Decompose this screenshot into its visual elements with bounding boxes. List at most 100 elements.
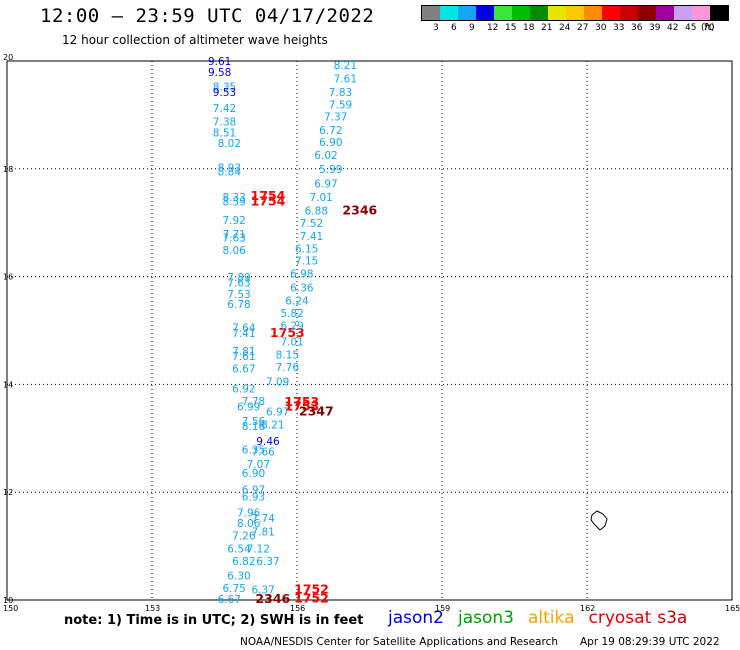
legend-swatch bbox=[566, 6, 584, 20]
wave-height-label: 7.59 bbox=[329, 99, 352, 111]
mission-label: jason3 bbox=[458, 608, 514, 628]
lat-tick-label: 20 bbox=[3, 53, 13, 62]
legend-swatch bbox=[422, 6, 440, 20]
mission-legend: jason2 jason3 altika cryosat s3a bbox=[388, 608, 701, 630]
lon-tick-label: 165 bbox=[725, 604, 740, 613]
wave-height-label: 8.06 bbox=[222, 245, 246, 257]
mission-label: cryosat bbox=[588, 608, 652, 628]
wave-height-label: 7.81 bbox=[232, 346, 255, 358]
wave-height-label: 5.82 bbox=[280, 308, 303, 320]
wave-height-label: 6.02 bbox=[314, 150, 337, 162]
wave-height-label: 7.07 bbox=[247, 459, 270, 471]
pass-time-label: 1753 bbox=[270, 325, 305, 340]
wave-height-label: 8.84 bbox=[218, 166, 242, 178]
wave-height-label: 6.67 bbox=[232, 364, 255, 376]
legend-bin-label: 33 bbox=[613, 23, 625, 33]
wave-height-label: 6.97 bbox=[314, 179, 337, 191]
wave-height-label: 7.53 bbox=[227, 289, 250, 301]
wave-height-label: 7.96 bbox=[237, 507, 261, 519]
wave-height-label: 6.90 bbox=[242, 468, 265, 480]
legend-swatch bbox=[674, 6, 692, 20]
legend-swatch bbox=[620, 6, 638, 20]
legend-bin-label: 27 bbox=[577, 23, 589, 33]
legend-bin-label: 21 bbox=[541, 23, 553, 33]
wave-height-label: 6.98 bbox=[290, 269, 313, 281]
pass-time-label: 1754 bbox=[251, 193, 286, 208]
mission-label: altika bbox=[528, 608, 575, 628]
wave-height-label: 8.21 bbox=[261, 420, 284, 432]
legend-swatch bbox=[512, 6, 530, 20]
wave-height-label: 7.41 bbox=[232, 328, 255, 340]
lat-tick-label: 18 bbox=[3, 165, 13, 174]
wave-height-label: 6.29 bbox=[280, 320, 303, 332]
wave-height-label: 7.12 bbox=[247, 544, 270, 556]
wave-height-label: 6.82 bbox=[232, 556, 255, 568]
wave-height-label: 6.88 bbox=[305, 206, 328, 218]
legend-swatch bbox=[602, 6, 620, 20]
wave-height-label: 8.51 bbox=[213, 127, 236, 139]
wave-height-label: 7.76 bbox=[276, 362, 300, 374]
lat-tick-label: 14 bbox=[3, 380, 13, 389]
legend-bin-label: 15 bbox=[505, 23, 517, 33]
wave-height-label: 6.37 bbox=[256, 556, 279, 568]
legend-bin-label: 9 bbox=[469, 23, 475, 33]
wave-height-label: 7.81 bbox=[251, 526, 274, 538]
legend-swatch bbox=[638, 6, 656, 20]
legend-bin-label: 24 bbox=[559, 23, 571, 33]
wave-height-label: 7.15 bbox=[295, 256, 318, 268]
wave-height-label: 9.61 bbox=[208, 56, 231, 68]
footer-timestamp: Apr 19 08:29:39 UTC 2022 bbox=[580, 636, 720, 648]
legend-bin-label: 45 bbox=[685, 23, 697, 33]
wave-height-label: 7.71 bbox=[222, 229, 245, 241]
legend-swatch bbox=[656, 6, 674, 20]
wave-height-label: 8.35 bbox=[213, 82, 236, 94]
map-frame bbox=[6, 60, 733, 601]
wave-height-label: 7.74 bbox=[251, 513, 275, 525]
pass-time-label: 1753 bbox=[284, 394, 319, 409]
legend-bin-label: 18 bbox=[523, 23, 535, 33]
legend-bin-label: 70 bbox=[703, 23, 715, 33]
wave-height-label: 7.66 bbox=[251, 447, 275, 459]
pass-time-label: 2346 bbox=[255, 591, 290, 606]
page-subtitle: 12 hour collection of altimeter wave hei… bbox=[62, 33, 328, 47]
lon-tick-label: 156 bbox=[290, 604, 305, 613]
lon-tick-label: 162 bbox=[580, 604, 595, 613]
legend-swatch bbox=[692, 6, 710, 20]
footer-credit: NOAA/NESDIS Center for Satellite Applica… bbox=[240, 636, 558, 648]
legend-swatch bbox=[440, 6, 458, 20]
wave-height-label: 8.93 bbox=[218, 162, 241, 174]
wave-height-label: 7.01 bbox=[309, 192, 332, 204]
legend-bin-label: 36 bbox=[631, 23, 643, 33]
wave-height-label: 8.15 bbox=[276, 350, 299, 362]
wave-height-label: 7.41 bbox=[300, 231, 323, 243]
footer-bar: note: 1) Time is in UTC; 2) SWH is in fe… bbox=[0, 608, 740, 650]
legend-bin-label: 42 bbox=[667, 23, 679, 33]
wave-height-label: 9.58 bbox=[208, 67, 231, 79]
legend-bin-label: 39 bbox=[649, 23, 661, 33]
wave-height-label: 7.01 bbox=[280, 337, 303, 349]
legend-bin-label: 30 bbox=[595, 23, 607, 33]
mission-label: s3a bbox=[657, 608, 688, 628]
page-title: 12:00 — 23:59 UTC 04/17/2022 bbox=[40, 5, 375, 27]
wave-height-label: 6.15 bbox=[295, 243, 318, 255]
wave-height-label: 8.02 bbox=[218, 138, 241, 150]
wave-height-label: 6.97 bbox=[242, 484, 265, 496]
wave-height-label: 7.09 bbox=[266, 376, 289, 388]
wave-height-label: 6.37 bbox=[251, 585, 274, 597]
legend-swatch bbox=[710, 6, 728, 20]
wave-height-label: 8.21 bbox=[334, 60, 357, 72]
wave-height-label: 6.75 bbox=[222, 583, 245, 595]
lon-tick-label: 153 bbox=[145, 604, 160, 613]
legend-bin-label: 6 bbox=[451, 23, 457, 33]
pass-time-label: 1754 bbox=[251, 188, 286, 203]
wave-height-label: 7.63 bbox=[222, 233, 245, 245]
wave-height-label: 7.37 bbox=[324, 111, 347, 123]
legend-bin-label: 12 bbox=[487, 23, 499, 33]
map-grid bbox=[6, 60, 733, 601]
pass-time-label: 1753 bbox=[284, 398, 319, 413]
wave-height-label: 6.36 bbox=[290, 283, 314, 295]
wave-height-label: 6.30 bbox=[227, 571, 250, 583]
wave-height-label: 9.46 bbox=[256, 436, 280, 448]
wave-height-label: 8.16 bbox=[242, 421, 266, 433]
